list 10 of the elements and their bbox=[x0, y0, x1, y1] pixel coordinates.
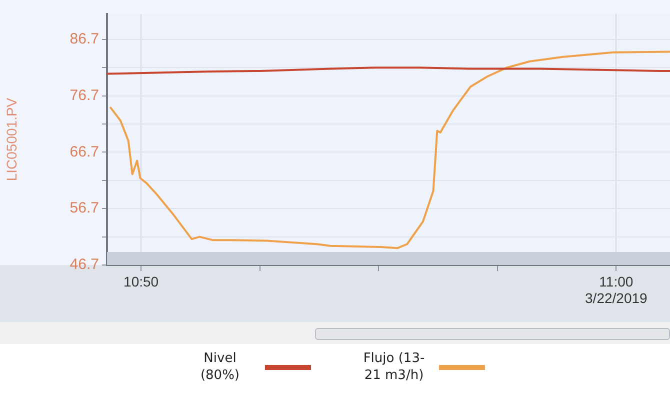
y-tick-label: 76.7 bbox=[70, 86, 99, 104]
legend-label: Flujo (13-21 m3/h) bbox=[362, 350, 426, 384]
y-tick-label: 56.7 bbox=[70, 200, 99, 217]
y-axis-title: LIC05001.PV bbox=[3, 97, 20, 182]
legend-label: Nivel (80%) bbox=[199, 350, 241, 384]
y-tick-label: 86.7 bbox=[70, 30, 99, 48]
x-tick-label: 10:50 bbox=[124, 273, 159, 290]
x-tick-label: 11:00 3/22/2019 bbox=[585, 273, 648, 306]
y-tick-label: 46.7 bbox=[70, 256, 99, 274]
y-tick-label: 66.7 bbox=[70, 143, 99, 160]
